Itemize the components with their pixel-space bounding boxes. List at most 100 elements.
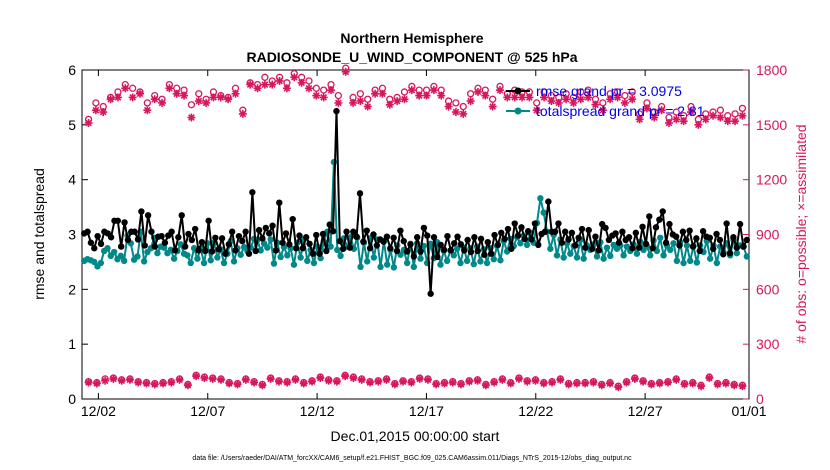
rmse-point [323,247,330,255]
chart-title: Northern Hemisphere [340,30,483,46]
obs-assimilated-marker [606,95,615,104]
rmse-point [612,230,619,237]
obs-assimilated-marker [224,95,233,104]
obs-assimilated-marker [209,93,218,102]
obs-assimilated-stroke [584,94,592,101]
obs-assimilated-marker [664,119,673,128]
obs-assimilated-stroke [383,376,390,384]
obs-assimilated-stroke [482,381,490,389]
spread-point [304,257,311,265]
rmse-point [138,208,145,215]
rmse-point [262,224,270,232]
left-tick-label: 1 [68,336,76,352]
left-tick-label: 5 [68,117,76,133]
obs-assimilated-stroke [507,380,515,387]
obs-assimilated-stroke [459,110,467,118]
rmse-point [693,235,700,242]
obs-possible-marker [400,88,409,96]
spread-point [330,158,338,166]
obs-assimilated-stroke [724,117,732,125]
rmse-point [615,239,623,246]
obs-assimilated-marker [415,374,424,383]
rmse-point [424,232,431,239]
spread-point [200,259,208,267]
obs-assimilated-marker [556,375,565,384]
rmse-point [733,244,740,251]
rmse-point [551,228,559,235]
obs-assimilated-stroke [430,86,438,94]
obs-possible-marker [731,110,739,118]
spread-point [673,257,681,265]
obs-assimilated-stroke [121,84,129,92]
obs-assimilated-marker [466,97,475,106]
obs-assimilated-marker [614,383,623,392]
obs-assimilated-stroke [129,94,137,101]
obs-assimilated-marker [606,379,615,388]
rmse-point [407,241,414,248]
rmse-point [242,228,249,235]
rmse-point [215,246,222,253]
rmse-point [672,233,680,240]
obs-assimilated-stroke [474,377,481,385]
rmse-point [625,234,633,241]
spread-point [184,252,191,259]
rmse-point [487,250,495,257]
obs-assimilated-marker [639,377,648,386]
rmse-series [80,107,751,297]
spread-point [284,252,291,259]
obs-assimilated-stroke [496,86,504,94]
rmse-point [565,236,572,243]
obs-assimilated-stroke [136,90,144,98]
obs-assimilated-marker [716,113,725,122]
obs-assimilated-stroke [298,79,305,87]
x-tick-label: 12/02 [81,403,116,419]
obs-possible-marker [187,101,196,109]
rmse-point [208,248,216,255]
obs-assimilated-marker [378,89,387,98]
obs-assimilated-stroke [371,90,379,98]
obs-assimilated-marker [481,91,490,100]
obs-assimilated-stroke [415,92,423,99]
spread-point [470,260,477,268]
legend-rmse-marker [514,87,522,95]
obs-assimilated-stroke [210,94,217,101]
obs-count-series-bottom [84,371,747,392]
obs-possible-marker [195,90,203,98]
obs-assimilated-stroke [391,381,399,388]
rmse-point [84,228,91,235]
obs-assimilated-marker [613,93,622,102]
obs-assimilated-marker [159,379,168,388]
obs-possible-marker [364,95,372,103]
rmse-point [545,198,552,205]
obs-assimilated-stroke [689,380,697,387]
spread-point [733,249,741,257]
rmse-point [188,236,196,244]
obs-possible-marker [533,99,541,107]
rmse-point [107,234,115,241]
rmse-point [706,234,714,241]
spread-point [270,260,278,267]
obs-assimilated-marker [200,373,209,382]
obs-assimilated-stroke [110,375,117,383]
obs-assimilated-marker [687,108,696,117]
obs-assimilated-marker [241,375,250,384]
obs-assimilated-stroke [423,92,430,99]
left-tick-label: 2 [68,281,76,297]
spread-point [390,264,398,271]
obs-assimilated-stroke [489,103,497,110]
obs-assimilated-marker [371,89,380,98]
rmse-point [205,217,212,224]
obs-assimilated-stroke [201,374,208,382]
obs-assimilated-marker [635,115,644,124]
x-tick-label: 12/07 [190,403,225,419]
spread-point [357,263,364,271]
obs-assimilated-marker [723,117,732,126]
obs-assimilated-marker [142,379,151,388]
spread-point [237,251,244,258]
spread-point [593,253,601,260]
obs-possible-marker [466,90,475,98]
obs-assimilated-marker [473,87,482,96]
spread-point [687,257,694,265]
spread-point [264,244,271,251]
obs-assimilated-stroke [548,379,556,386]
